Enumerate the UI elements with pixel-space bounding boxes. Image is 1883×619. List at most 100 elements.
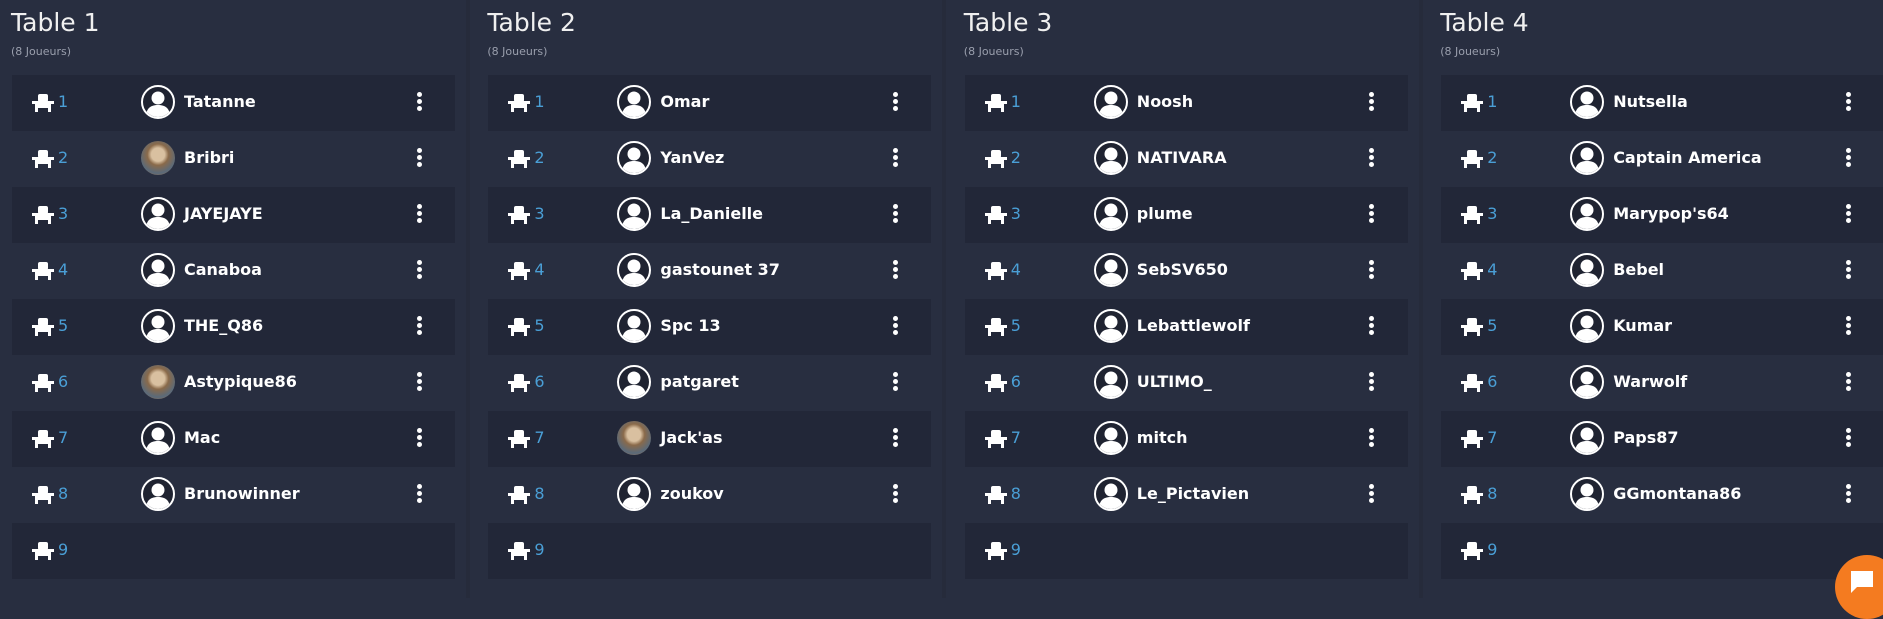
player-name[interactable]: Paps87: [1613, 428, 1679, 447]
kebab-menu-icon[interactable]: [890, 371, 900, 393]
kebab-menu-icon[interactable]: [414, 147, 424, 169]
avatar[interactable]: [617, 197, 652, 231]
player-name[interactable]: Captain America: [1613, 148, 1762, 167]
avatar[interactable]: [617, 141, 652, 175]
player-name[interactable]: JAYEJAYE: [184, 204, 263, 223]
player-name[interactable]: Mac: [184, 428, 221, 447]
seat-row[interactable]: 2 NATIVARA: [965, 131, 1408, 187]
kebab-menu-icon[interactable]: [890, 203, 900, 225]
player-name[interactable]: mitch: [1136, 428, 1188, 447]
avatar[interactable]: [141, 141, 175, 175]
seat-row[interactable]: 2 Captain America: [1441, 131, 1883, 187]
player-name[interactable]: Noosh: [1136, 92, 1194, 111]
kebab-menu-icon[interactable]: [890, 315, 900, 337]
kebab-menu-icon[interactable]: [890, 427, 900, 449]
kebab-menu-icon[interactable]: [1367, 315, 1377, 337]
kebab-menu-icon[interactable]: [1367, 371, 1377, 393]
kebab-menu-icon[interactable]: [890, 147, 900, 169]
player-name[interactable]: gastounet 37: [660, 260, 780, 279]
player-name[interactable]: La_Danielle: [660, 204, 764, 223]
player-name[interactable]: zoukov: [660, 484, 724, 503]
seat-row[interactable]: 5 Lebattlewolf: [964, 299, 1408, 355]
player-name[interactable]: GGmontana86: [1613, 484, 1742, 503]
seat-row[interactable]: 9: [1441, 523, 1883, 579]
seat-row[interactable]: 7 Paps87: [1441, 411, 1883, 467]
seat-row[interactable]: 9: [964, 523, 1408, 579]
avatar[interactable]: [1093, 365, 1128, 399]
avatar[interactable]: [617, 253, 652, 287]
avatar[interactable]: [1570, 309, 1605, 343]
player-name[interactable]: Nutsella: [1613, 92, 1688, 111]
player-name[interactable]: Spc 13: [660, 316, 721, 335]
player-name[interactable]: Kumar: [1613, 316, 1673, 335]
avatar[interactable]: [1093, 421, 1128, 455]
seat-row[interactable]: 8 GGmontana86: [1441, 467, 1883, 523]
player-name[interactable]: THE_Q86: [184, 316, 264, 335]
player-name[interactable]: Astypique86: [184, 372, 297, 391]
seat-row[interactable]: 3 JAYEJAYE: [12, 187, 455, 243]
player-name[interactable]: Omar: [660, 92, 710, 111]
player-name[interactable]: SebSV650: [1136, 260, 1228, 279]
avatar[interactable]: [617, 477, 652, 511]
kebab-menu-icon[interactable]: [1367, 427, 1377, 449]
seat-row[interactable]: 7 mitch: [964, 411, 1408, 467]
seat-row[interactable]: 7 Jack'as: [488, 411, 932, 467]
avatar[interactable]: [1570, 197, 1605, 231]
kebab-menu-icon[interactable]: [414, 203, 424, 225]
player-name[interactable]: Bribri: [184, 148, 235, 167]
avatar[interactable]: [1570, 365, 1605, 399]
seat-row[interactable]: 8 Le_Pictavien: [965, 467, 1408, 523]
kebab-menu-icon[interactable]: [414, 259, 424, 281]
kebab-menu-icon[interactable]: [1843, 147, 1853, 169]
kebab-menu-icon[interactable]: [1843, 259, 1853, 281]
seat-row[interactable]: 8 zoukov: [488, 467, 931, 523]
seat-row[interactable]: 4 gastounet 37: [488, 243, 931, 299]
kebab-menu-icon[interactable]: [1843, 483, 1853, 505]
player-name[interactable]: Marypop's64: [1613, 204, 1729, 223]
avatar[interactable]: [617, 85, 652, 119]
player-name[interactable]: Le_Pictavien: [1136, 484, 1250, 503]
player-name[interactable]: Lebattlewolf: [1136, 316, 1250, 335]
kebab-menu-icon[interactable]: [1367, 483, 1377, 505]
player-name[interactable]: ULTIMO_: [1136, 372, 1212, 391]
kebab-menu-icon[interactable]: [1367, 203, 1377, 225]
avatar[interactable]: [141, 197, 175, 231]
avatar[interactable]: [141, 309, 175, 343]
seat-row[interactable]: 6 ULTIMO_: [965, 355, 1408, 411]
seat-row[interactable]: 3 La_Danielle: [488, 187, 932, 243]
kebab-menu-icon[interactable]: [414, 483, 424, 505]
kebab-menu-icon[interactable]: [414, 427, 424, 449]
kebab-menu-icon[interactable]: [1843, 203, 1853, 225]
seat-row[interactable]: 4 Bebel: [1441, 243, 1883, 299]
seat-row[interactable]: 1 Tatanne: [12, 75, 455, 131]
seat-row[interactable]: 6 Warwolf: [1441, 355, 1883, 411]
avatar[interactable]: [1570, 141, 1605, 175]
player-name[interactable]: Brunowinner: [184, 484, 300, 503]
player-name[interactable]: Tatanne: [184, 92, 256, 111]
kebab-menu-icon[interactable]: [1843, 91, 1853, 113]
kebab-menu-icon[interactable]: [1843, 371, 1853, 393]
kebab-menu-icon[interactable]: [1367, 147, 1377, 169]
seat-row[interactable]: 4 Canaboa: [12, 243, 455, 299]
seat-row[interactable]: 9: [488, 523, 932, 579]
player-name[interactable]: plume: [1136, 204, 1193, 223]
player-name[interactable]: Bebel: [1613, 260, 1665, 279]
seat-row[interactable]: 1 Nutsella: [1441, 75, 1883, 131]
seat-row[interactable]: 6 Astypique86: [12, 355, 455, 411]
avatar[interactable]: [141, 477, 175, 511]
avatar[interactable]: [617, 421, 652, 455]
seat-row[interactable]: 5 THE_Q86: [12, 299, 455, 355]
seat-row[interactable]: 1 Noosh: [964, 75, 1408, 131]
kebab-menu-icon[interactable]: [1367, 259, 1377, 281]
player-name[interactable]: patgaret: [660, 372, 739, 391]
seat-row[interactable]: 7 Mac: [12, 411, 455, 467]
avatar[interactable]: [141, 85, 175, 119]
avatar[interactable]: [1093, 85, 1128, 119]
kebab-menu-icon[interactable]: [1843, 427, 1853, 449]
seat-row[interactable]: 6 patgaret: [488, 355, 931, 411]
avatar[interactable]: [141, 365, 175, 399]
avatar[interactable]: [1093, 197, 1128, 231]
player-name[interactable]: Jack'as: [660, 428, 723, 447]
seat-row[interactable]: 8 Brunowinner: [12, 467, 455, 523]
avatar[interactable]: [617, 365, 652, 399]
